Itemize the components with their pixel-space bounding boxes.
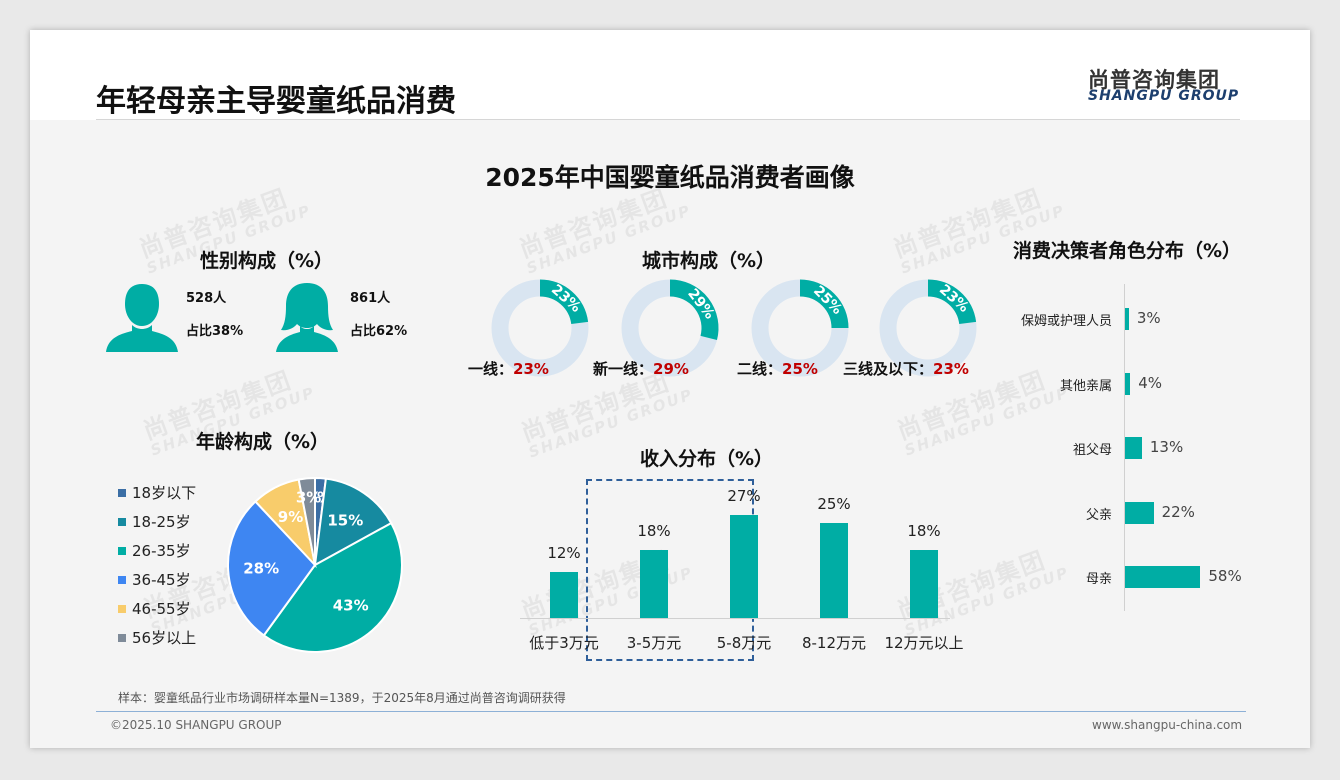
age-slice [227,500,317,637]
legend-label: 18-25岁 [132,513,191,531]
role-value-label: 4% [1138,374,1162,392]
role-bar-chart: 保姆或护理人员 3% 其他亲属 4% 祖父母 13% 父亲 22% 母亲 58% [990,284,1290,624]
age-slice [262,521,403,653]
sample-note: 样本：婴童纸品行业市场调研样本量N=1389，于2025年8月通过尚普咨询调研获… [118,691,566,705]
role-category-label: 其他亲属 [1059,379,1112,394]
age-slice-label: 9% [278,508,303,526]
slide: 年轻母亲主导婴童纸品消费 尚普咨询集团 SHANGPU GROUP 尚普咨询集团… [30,30,1310,748]
gender-title: 性别构成（%） [200,250,334,272]
income-value-label: 18% [907,521,941,540]
legend-label: 18岁以下 [132,484,197,502]
age-legend-item: 26-35岁 [118,540,191,561]
age-pie-chart: 2%15%43%28%9%3% [227,476,403,653]
income-value-label: 18% [637,521,671,540]
role-axis-line [1124,284,1125,611]
role-category-label: 父亲 [1085,508,1112,523]
age-legend-item: 56岁以上 [118,627,196,648]
income-bar [640,549,668,618]
female-share: 占比62% [350,324,408,339]
income-category-label: 5-8万元 [716,634,772,652]
role-category-label: 祖父母 [1072,443,1112,458]
age-legend-item: 46-55岁 [118,598,191,619]
city-label: 三线及以下：23% [843,360,969,378]
role-value-label: 13% [1149,438,1184,456]
copyright: ©2025.10 SHANGPU GROUP [110,718,282,732]
age-slice [313,477,393,567]
income-category-label: 3-5万元 [626,634,682,652]
income-value-label: 12% [547,544,581,563]
role-bar [1125,373,1131,395]
age-title: 年龄构成（%） [196,431,330,453]
role-bar [1125,502,1154,524]
role-title: 消费决策者角色分布（%） [1013,240,1242,262]
income-bar [730,515,758,618]
logo-cn: 尚普咨询集团 [1088,68,1220,92]
legend-swatch [118,633,126,642]
city-label: 二线：25% [737,360,818,378]
header-band [30,30,1310,120]
title-divider [96,119,1240,120]
city-label: 一线：23% [468,360,549,378]
city-label: 新一线：29% [593,360,689,378]
male-share: 占比38% [186,324,244,339]
role-category-label: 母亲 [1085,572,1112,587]
city-donut-chart: 23% 29% 25% 23% [491,279,977,377]
page-title: 年轻母亲主导婴童纸品消费 [96,84,456,119]
legend-swatch [118,488,126,497]
role-category-label: 保姆或护理人员 [1020,314,1112,329]
female-count: 861人 [350,291,391,306]
legend-swatch [118,604,126,613]
legend-label: 46-55岁 [132,600,191,618]
legend-label: 36-45岁 [132,571,191,589]
female-person-icon [276,283,338,352]
income-bar-chart: 12% 低于3万元 18% 3-5万元 27% 5-8万元 25% 8-12万元 18% 12万元… [490,470,964,660]
donut-segment [669,279,719,341]
age-legend-item: 36-45岁 [118,569,191,590]
age-legend-item: 18岁以下 [118,482,196,503]
legend-swatch [118,575,126,584]
role-bar [1125,437,1142,459]
age-slice [297,476,316,566]
age-slice-label: 15% [327,511,363,529]
income-category-label: 8-12万元 [801,634,867,652]
income-value-label: 27% [727,487,761,506]
role-value-label: 3% [1136,309,1161,327]
donut-segment [799,279,849,329]
income-bar [820,523,848,618]
city-title: 城市构成（%） [642,250,776,272]
role-bar [1125,308,1129,330]
role-bar [1125,566,1201,588]
footer-divider [96,711,1246,712]
role-value-label: 22% [1161,503,1195,521]
age-slice-label: 28% [243,559,279,577]
income-axis-line [520,618,950,619]
age-slice-label: 43% [333,596,369,614]
income-title: 收入分布（%） [640,448,774,470]
donut-segment [927,279,977,325]
income-bar [550,572,578,618]
age-slice-label: 3% [296,488,321,506]
legend-swatch [118,546,126,555]
male-count: 528人 [186,291,227,306]
main-title: 2025年中国婴童纸品消费者画像 [485,163,855,192]
age-legend-item: 18-25岁 [118,511,191,532]
legend-swatch [118,517,126,526]
income-category-label: 低于3万元 [529,634,599,652]
income-value-label: 25% [817,495,851,513]
legend-label: 26-35岁 [132,542,191,560]
donut-segment [539,279,589,325]
male-person-icon [106,284,178,352]
logo-en: SHANGPU GROUP [1088,88,1240,104]
income-category-label: 12万元以上 [884,634,964,652]
legend-label: 56岁以上 [132,629,197,647]
website-url: www.shangpu-china.com [1092,718,1243,732]
income-bar [910,549,938,618]
role-value-label: 58% [1208,567,1242,585]
